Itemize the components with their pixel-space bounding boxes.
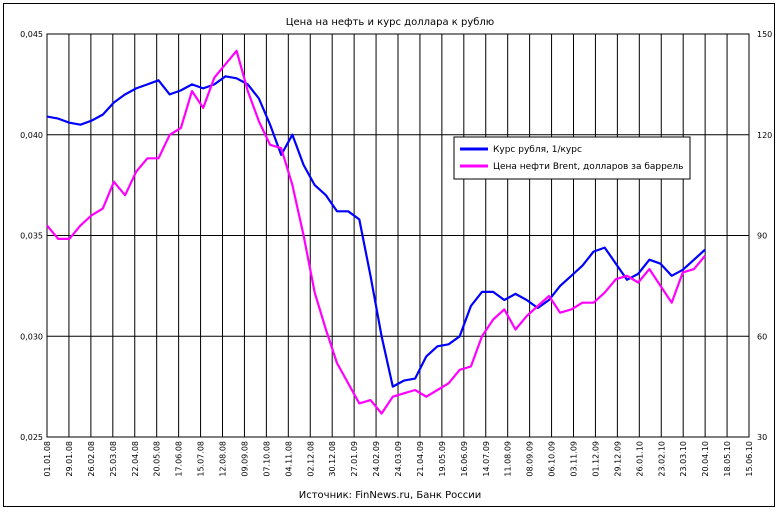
source-note: Источник: FinNews.ru, Банк России: [299, 490, 482, 501]
grid: [47, 34, 749, 437]
x-tick-label: 29.01.08: [65, 441, 74, 477]
right-tick-label: 30: [757, 433, 767, 442]
x-tick-label: 03.11.09: [570, 441, 579, 477]
x-tick-label: 15.07.08: [197, 441, 206, 477]
left-tick-label: 0,030: [20, 332, 43, 341]
legend-label-oil: Цена нефти Brent, долларов за баррель: [493, 162, 683, 172]
x-tick-label: 12.08.08: [219, 441, 228, 477]
left-tick-label: 0,025: [20, 433, 43, 442]
x-tick-label: 04.11.08: [284, 441, 293, 477]
plot-area: [46, 33, 750, 438]
x-tick-label: 17.06.08: [175, 441, 184, 477]
x-tick-label: 01.01.08: [43, 441, 52, 477]
x-tick-label: 26.02.08: [87, 441, 96, 477]
right-axis: 30 60 90 120 150: [757, 30, 772, 442]
x-tick-label: 21.04.09: [416, 441, 425, 477]
x-tick-label: 18.05.10: [723, 441, 732, 477]
x-tick-label: 08.09.09: [526, 441, 535, 477]
x-axis: 01.01.08 29.01.08 26.02.08 25.03.08 22.04.08…: [43, 441, 754, 477]
x-tick-label: 20.04.10: [701, 441, 710, 477]
brent-price-line: [46, 49, 706, 415]
x-tick-label: 25.03.08: [109, 441, 118, 477]
legend: Курс рубля, 1/курс Цена нефти Brent, дол…: [453, 136, 691, 180]
x-tick-label: 20.05.08: [153, 441, 162, 477]
x-tick-label: 24.02.09: [372, 441, 381, 477]
x-tick-label: 01.12.09: [591, 441, 600, 477]
x-tick-label: 15.06.10: [745, 441, 754, 477]
chart-frame: [3, 3, 775, 507]
chart-title: Цена на нефть и курс доллара к рублю: [286, 17, 494, 28]
left-tick-label: 0,045: [20, 30, 43, 39]
x-tick-label: 14.07.09: [482, 441, 491, 477]
x-tick-label: 07.10.08: [262, 441, 271, 477]
x-tick-label: 24.03.09: [394, 441, 403, 477]
x-tick-label: 16.06.09: [460, 441, 469, 477]
x-tick-label: 27.01.09: [350, 441, 359, 477]
ruble-rate-line: [46, 75, 706, 388]
left-tick-label: 0,035: [20, 232, 43, 241]
right-tick-label: 90: [757, 232, 767, 241]
right-tick-label: 150: [757, 30, 772, 39]
x-tick-label: 09.09.08: [240, 441, 249, 477]
legend-box: [453, 136, 691, 180]
x-tick-label: 30.12.08: [328, 441, 337, 477]
x-tick-label: 23.03.10: [679, 441, 688, 477]
right-tick-label: 60: [757, 332, 767, 341]
right-tick-label: 120: [757, 131, 772, 140]
x-tick-label: 02.12.08: [306, 441, 315, 477]
x-tick-label: 26.01.10: [635, 441, 644, 477]
x-tick-label: 11.08.09: [504, 441, 513, 477]
left-axis: 0,025 0,030 0,035 0,040 0,045: [20, 30, 43, 442]
x-tick-label: 23.02.10: [657, 441, 666, 477]
x-tick-label: 22.04.08: [131, 441, 140, 477]
x-tick-label: 29.12.09: [613, 441, 622, 477]
legend-label-ruble: Курс рубля, 1/курс: [493, 145, 582, 155]
x-tick-label: 19.05.09: [438, 441, 447, 477]
series-lines: [46, 49, 706, 415]
x-tick-label: 06.10.09: [548, 441, 557, 477]
left-tick-label: 0,040: [20, 131, 43, 140]
